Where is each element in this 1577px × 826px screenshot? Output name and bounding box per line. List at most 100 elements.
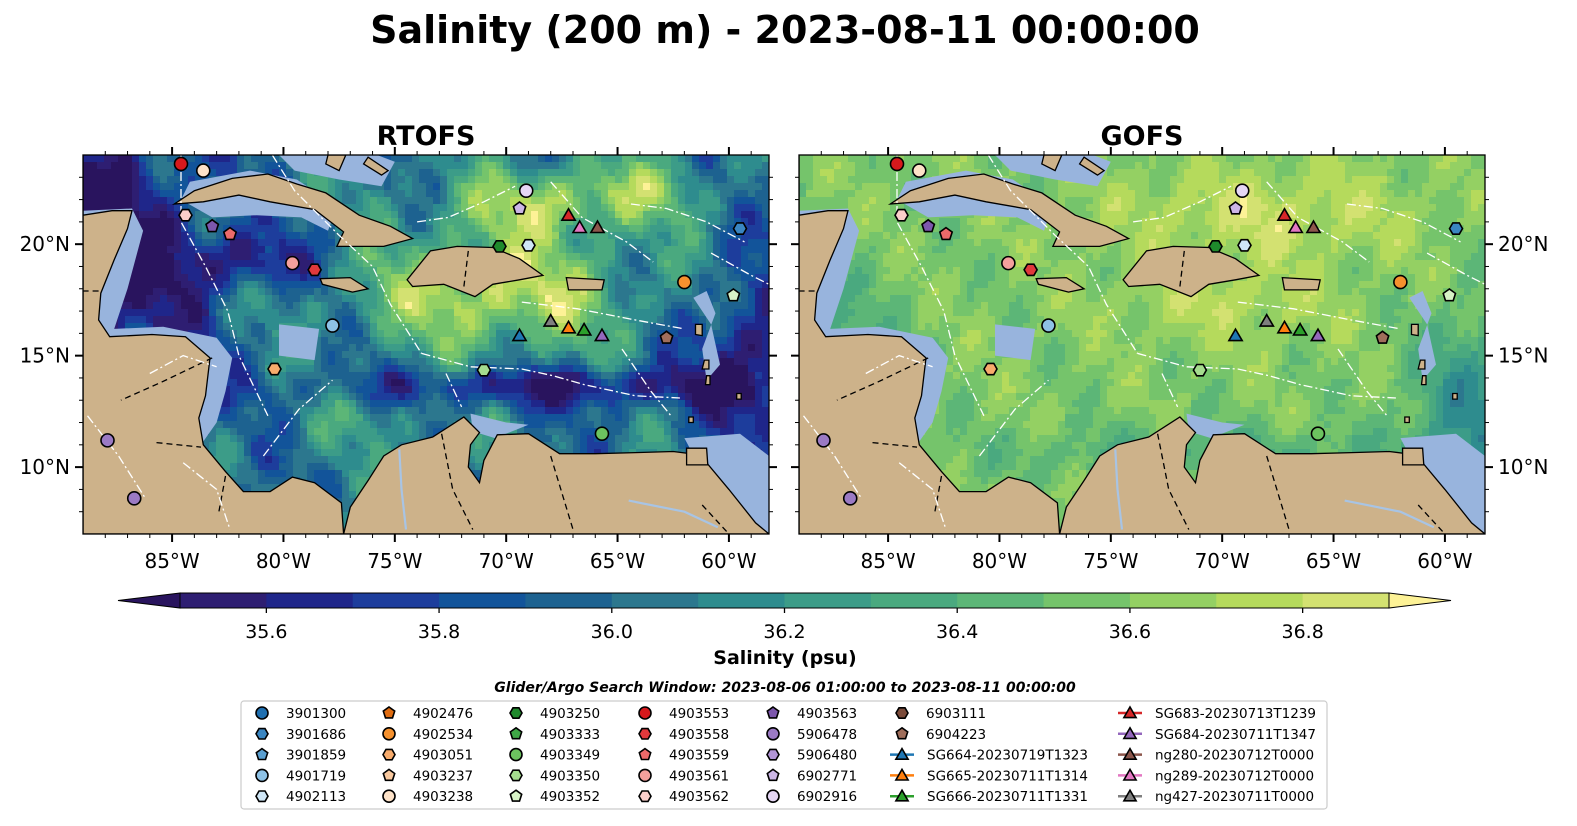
colorbar-segment: [784, 593, 872, 608]
marker-4903559: [938, 226, 954, 241]
legend-label: SG684-20230711T1347: [1155, 727, 1316, 743]
lon-tick-label: 65°W: [590, 549, 645, 573]
eez-boundary: [182, 462, 231, 530]
national-border: [1179, 250, 1185, 287]
legend: 3901300 3901686 3901859 4901719 4902113 49024…: [240, 700, 1328, 810]
legend-marker-4903562: [638, 790, 652, 803]
marker-4903250: [1208, 240, 1223, 253]
lon-tick-label: 60°W: [701, 549, 756, 573]
legend-item: 3901686: [255, 727, 346, 743]
legend-label: SG664-20230719T1323: [927, 748, 1088, 764]
legend-box: [240, 700, 1328, 810]
legend-item: 3901300: [255, 706, 346, 722]
legend-item: 6902916: [766, 789, 857, 805]
colorbar-tick-label: 36.2: [763, 621, 805, 643]
legend-item: 4903563: [766, 706, 857, 722]
marker-4903553: [173, 156, 189, 172]
river: [628, 499, 719, 529]
eez-boundary: [417, 185, 516, 223]
colorbar-tick-label: 36.0: [591, 621, 633, 643]
marker-4903561: [285, 255, 300, 271]
national-border: [550, 455, 574, 530]
marker-4903250: [492, 240, 507, 253]
marker-4903561: [1001, 255, 1016, 271]
legend-label: 6902916: [797, 789, 857, 805]
rtofs-map-frame: [82, 154, 770, 535]
legend-label: 6903111: [926, 706, 986, 722]
legend-item: 4903250: [509, 706, 600, 722]
rtofs-panel-title: RTOFS: [377, 121, 476, 152]
eez-boundary: [550, 181, 654, 263]
gofs-panel-title: GOFS: [1100, 121, 1183, 152]
colorbar-tick-label: 35.6: [245, 621, 287, 643]
legend-marker-6904223: [895, 726, 909, 740]
marker-6904223: [1375, 330, 1390, 344]
eez-boundary: [1266, 181, 1370, 263]
legend-marker-ng427-20230711T0000: [1122, 788, 1138, 802]
marker-SG666-20230711T1331: [1292, 321, 1309, 336]
legend-label: ng280-20230712T0000: [1155, 748, 1314, 764]
legend-marker-4903349: [509, 747, 523, 762]
eez-boundary: [898, 462, 947, 530]
lon-tick-label: 70°W: [1195, 549, 1250, 573]
legend-label: SG665-20230711T1314: [927, 768, 1088, 784]
colorbar-segment: [180, 593, 267, 608]
legend-marker-4903250: [509, 706, 523, 720]
national-border: [463, 250, 469, 287]
shelf-area: [279, 324, 320, 361]
legend-label: 4903238: [413, 789, 473, 805]
legend-item: 4901719: [255, 768, 346, 784]
legend-label: 4903250: [540, 706, 600, 722]
marker-5906478: [816, 433, 831, 448]
marker-4903238: [195, 163, 211, 178]
legend-marker-4903553: [638, 706, 652, 720]
marker-5906478: [842, 491, 858, 506]
colorbar-segment: [870, 593, 958, 608]
land-mass: [736, 392, 742, 400]
lon-tick-label: 70°W: [479, 549, 534, 573]
land-mass: [406, 245, 545, 298]
marker-4903559: [222, 226, 238, 241]
land-mass: [1410, 323, 1419, 337]
land-mass: [701, 359, 710, 370]
legend-item: 4902113: [255, 789, 346, 805]
shelf-area: [470, 413, 529, 439]
marker-4903349: [1310, 426, 1326, 441]
legend-label: 6902771: [797, 768, 857, 784]
marker-4903350: [1192, 363, 1208, 377]
legend-marker-4903558: [638, 727, 652, 740]
legend-item: 4903562: [638, 789, 729, 805]
legend-item: SG683-20230713T1239: [1118, 705, 1316, 722]
legend-label: SG666-20230711T1331: [927, 789, 1088, 805]
marker-4902113: [521, 238, 536, 252]
colorbar-tick-label: 36.8: [1281, 621, 1323, 643]
colorbar-segment: [266, 593, 354, 608]
legend-marker-SG665-20230711T1314: [894, 767, 910, 781]
legend-label: 4903563: [797, 706, 857, 722]
legend-marker-3901686: [255, 727, 269, 740]
legend-label: 4902113: [286, 789, 346, 805]
legend-marker-4902476: [382, 706, 396, 719]
colorbar-segment: [1043, 593, 1131, 608]
colorbar-segment: [1129, 593, 1217, 608]
land-mass: [565, 276, 605, 291]
legend-item: 4903561: [638, 768, 729, 784]
land-mass: [1404, 416, 1410, 424]
colorbar-segment: [698, 593, 785, 608]
marker-6902916: [518, 183, 534, 198]
legend-title: Glider/Argo Search Window: 2023-08-06 01…: [494, 680, 1076, 696]
marker-4903349: [594, 426, 610, 441]
land-mass: [685, 447, 709, 466]
lon-tick-label: 80°W: [972, 549, 1027, 573]
legend-marker-3901859: [255, 747, 269, 761]
colorbar-segment: [611, 593, 699, 608]
legend-marker-5906480: [766, 748, 780, 761]
legend-marker-5906478: [766, 726, 780, 741]
marker-4903558: [1023, 263, 1039, 277]
land-mass: [1417, 359, 1426, 370]
legend-marker-6903111: [895, 706, 909, 720]
legend-label: 4901719: [286, 768, 346, 784]
marker-4903051: [267, 362, 282, 376]
marker-ng289-20230712T0000: [1287, 219, 1304, 234]
